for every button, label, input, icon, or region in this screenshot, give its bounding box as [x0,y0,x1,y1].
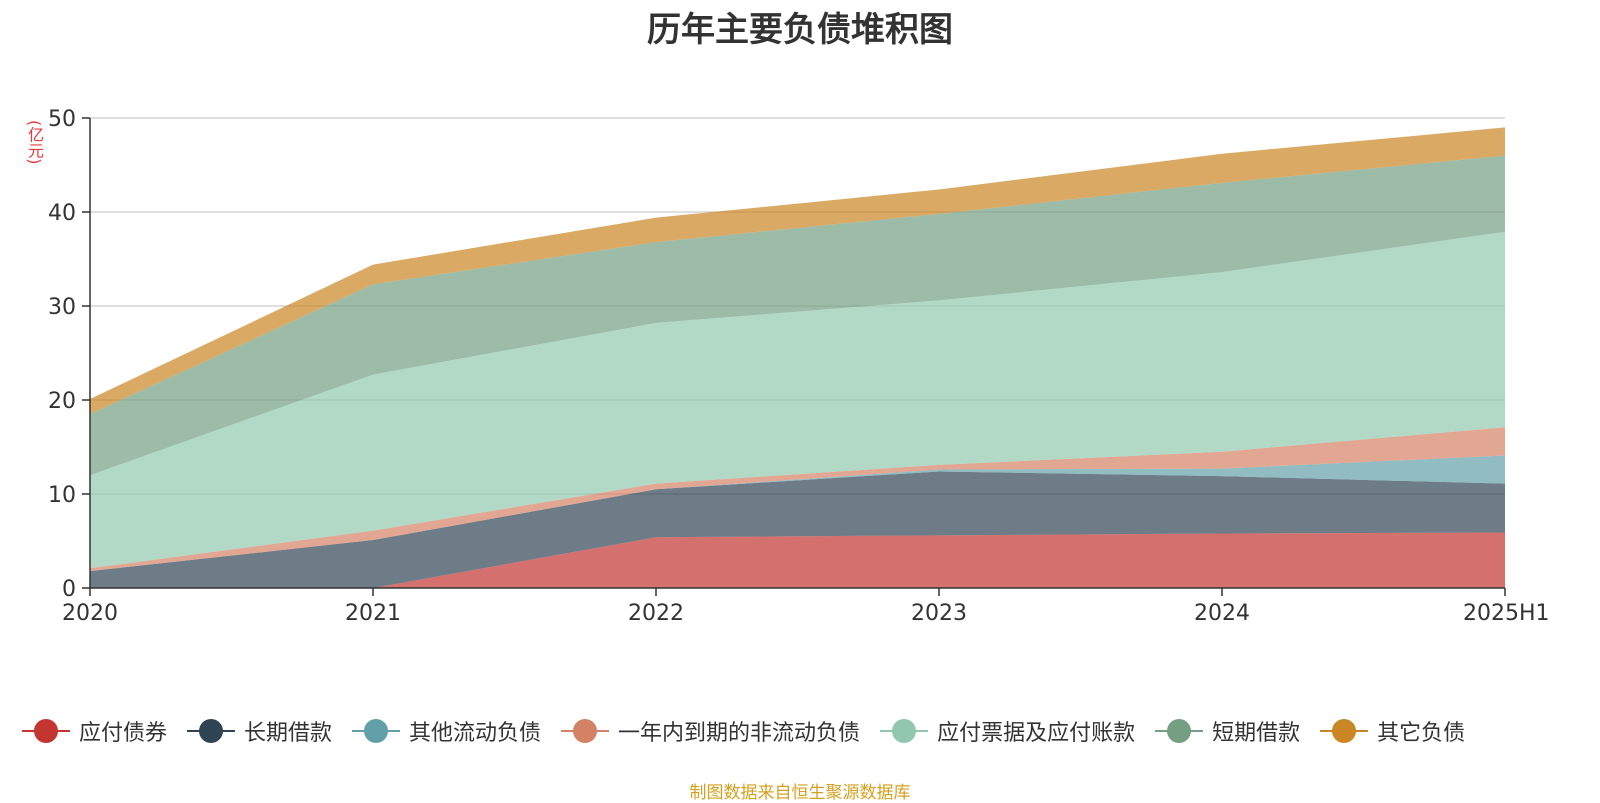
y-tick-label: 50 [48,107,76,132]
legend-item[interactable]: 应付票据及应付账款 [880,715,1135,747]
area-短期借款 [90,155,1505,476]
y-axis-unit-label: (亿元) [25,120,44,165]
legend-marker [561,717,610,745]
area-其他流动负债 [90,455,1505,572]
x-tick-label: 2021 [345,601,401,626]
x-tick-label: 2022 [628,601,684,626]
y-tick-label: 10 [48,483,76,508]
legend-label: 长期借款 [244,721,333,746]
legend-marker [352,717,401,745]
legend-item[interactable]: 短期借款 [1155,715,1300,747]
legend-item[interactable]: 应付债券 [22,715,167,747]
legend-marker [22,717,70,745]
area-长期借款 [90,471,1505,588]
axes: 0 10 20 30 40 50 2020 2021 2022 2023 2024 2025H1 [48,107,1550,626]
area-一年内到期的非流动负债 [90,427,1505,572]
stacked-area-chart: 0 10 20 30 40 50 2020 2021 2022 2023 2024 2025H1 [48,107,1550,626]
y-tick-label: 20 [48,389,76,414]
legend-label: 应付债券 [79,721,168,746]
area-series [90,127,1505,588]
y-tick-label: 40 [48,201,76,226]
legend: 应付债券 长期借款 其他流动负债 一年内到期的非流动负债 应付票据及应付账款 短期借款 其它… [22,716,1465,746]
y-tick-label: 30 [48,295,76,320]
legend-marker [187,717,236,745]
legend-item[interactable]: 一年内到期的非流动负债 [561,715,860,747]
chart-title: 历年主要负债堆积图 [647,10,953,50]
legend-item[interactable]: 其它负债 [1320,715,1465,747]
area-应付票据及应付账款 [90,231,1505,569]
legend-label: 其它负债 [1377,721,1466,746]
legend-label: 短期借款 [1212,721,1301,746]
legend-label: 一年内到期的非流动负债 [618,721,861,746]
area-应付债券 [90,532,1505,588]
x-tick-label: 2020 [62,601,118,626]
legend-item[interactable]: 长期借款 [187,715,332,747]
x-tick-label: 2025H1 [1463,601,1550,626]
legend-label: 应付票据及应付账款 [937,721,1136,746]
legend-label: 其他流动负债 [409,721,542,746]
area-其它负债 [90,127,1505,415]
x-tick-label: 2023 [911,601,967,626]
legend-marker [1320,717,1369,745]
legend-marker [1155,717,1204,745]
legend-item[interactable]: 其他流动负债 [352,715,541,747]
x-tick-label: 2024 [1194,601,1250,626]
y-tick-label: 0 [62,577,76,602]
legend-marker [880,717,929,745]
data-source-note: 制图数据来自恒生聚源数据库 [689,783,911,803]
